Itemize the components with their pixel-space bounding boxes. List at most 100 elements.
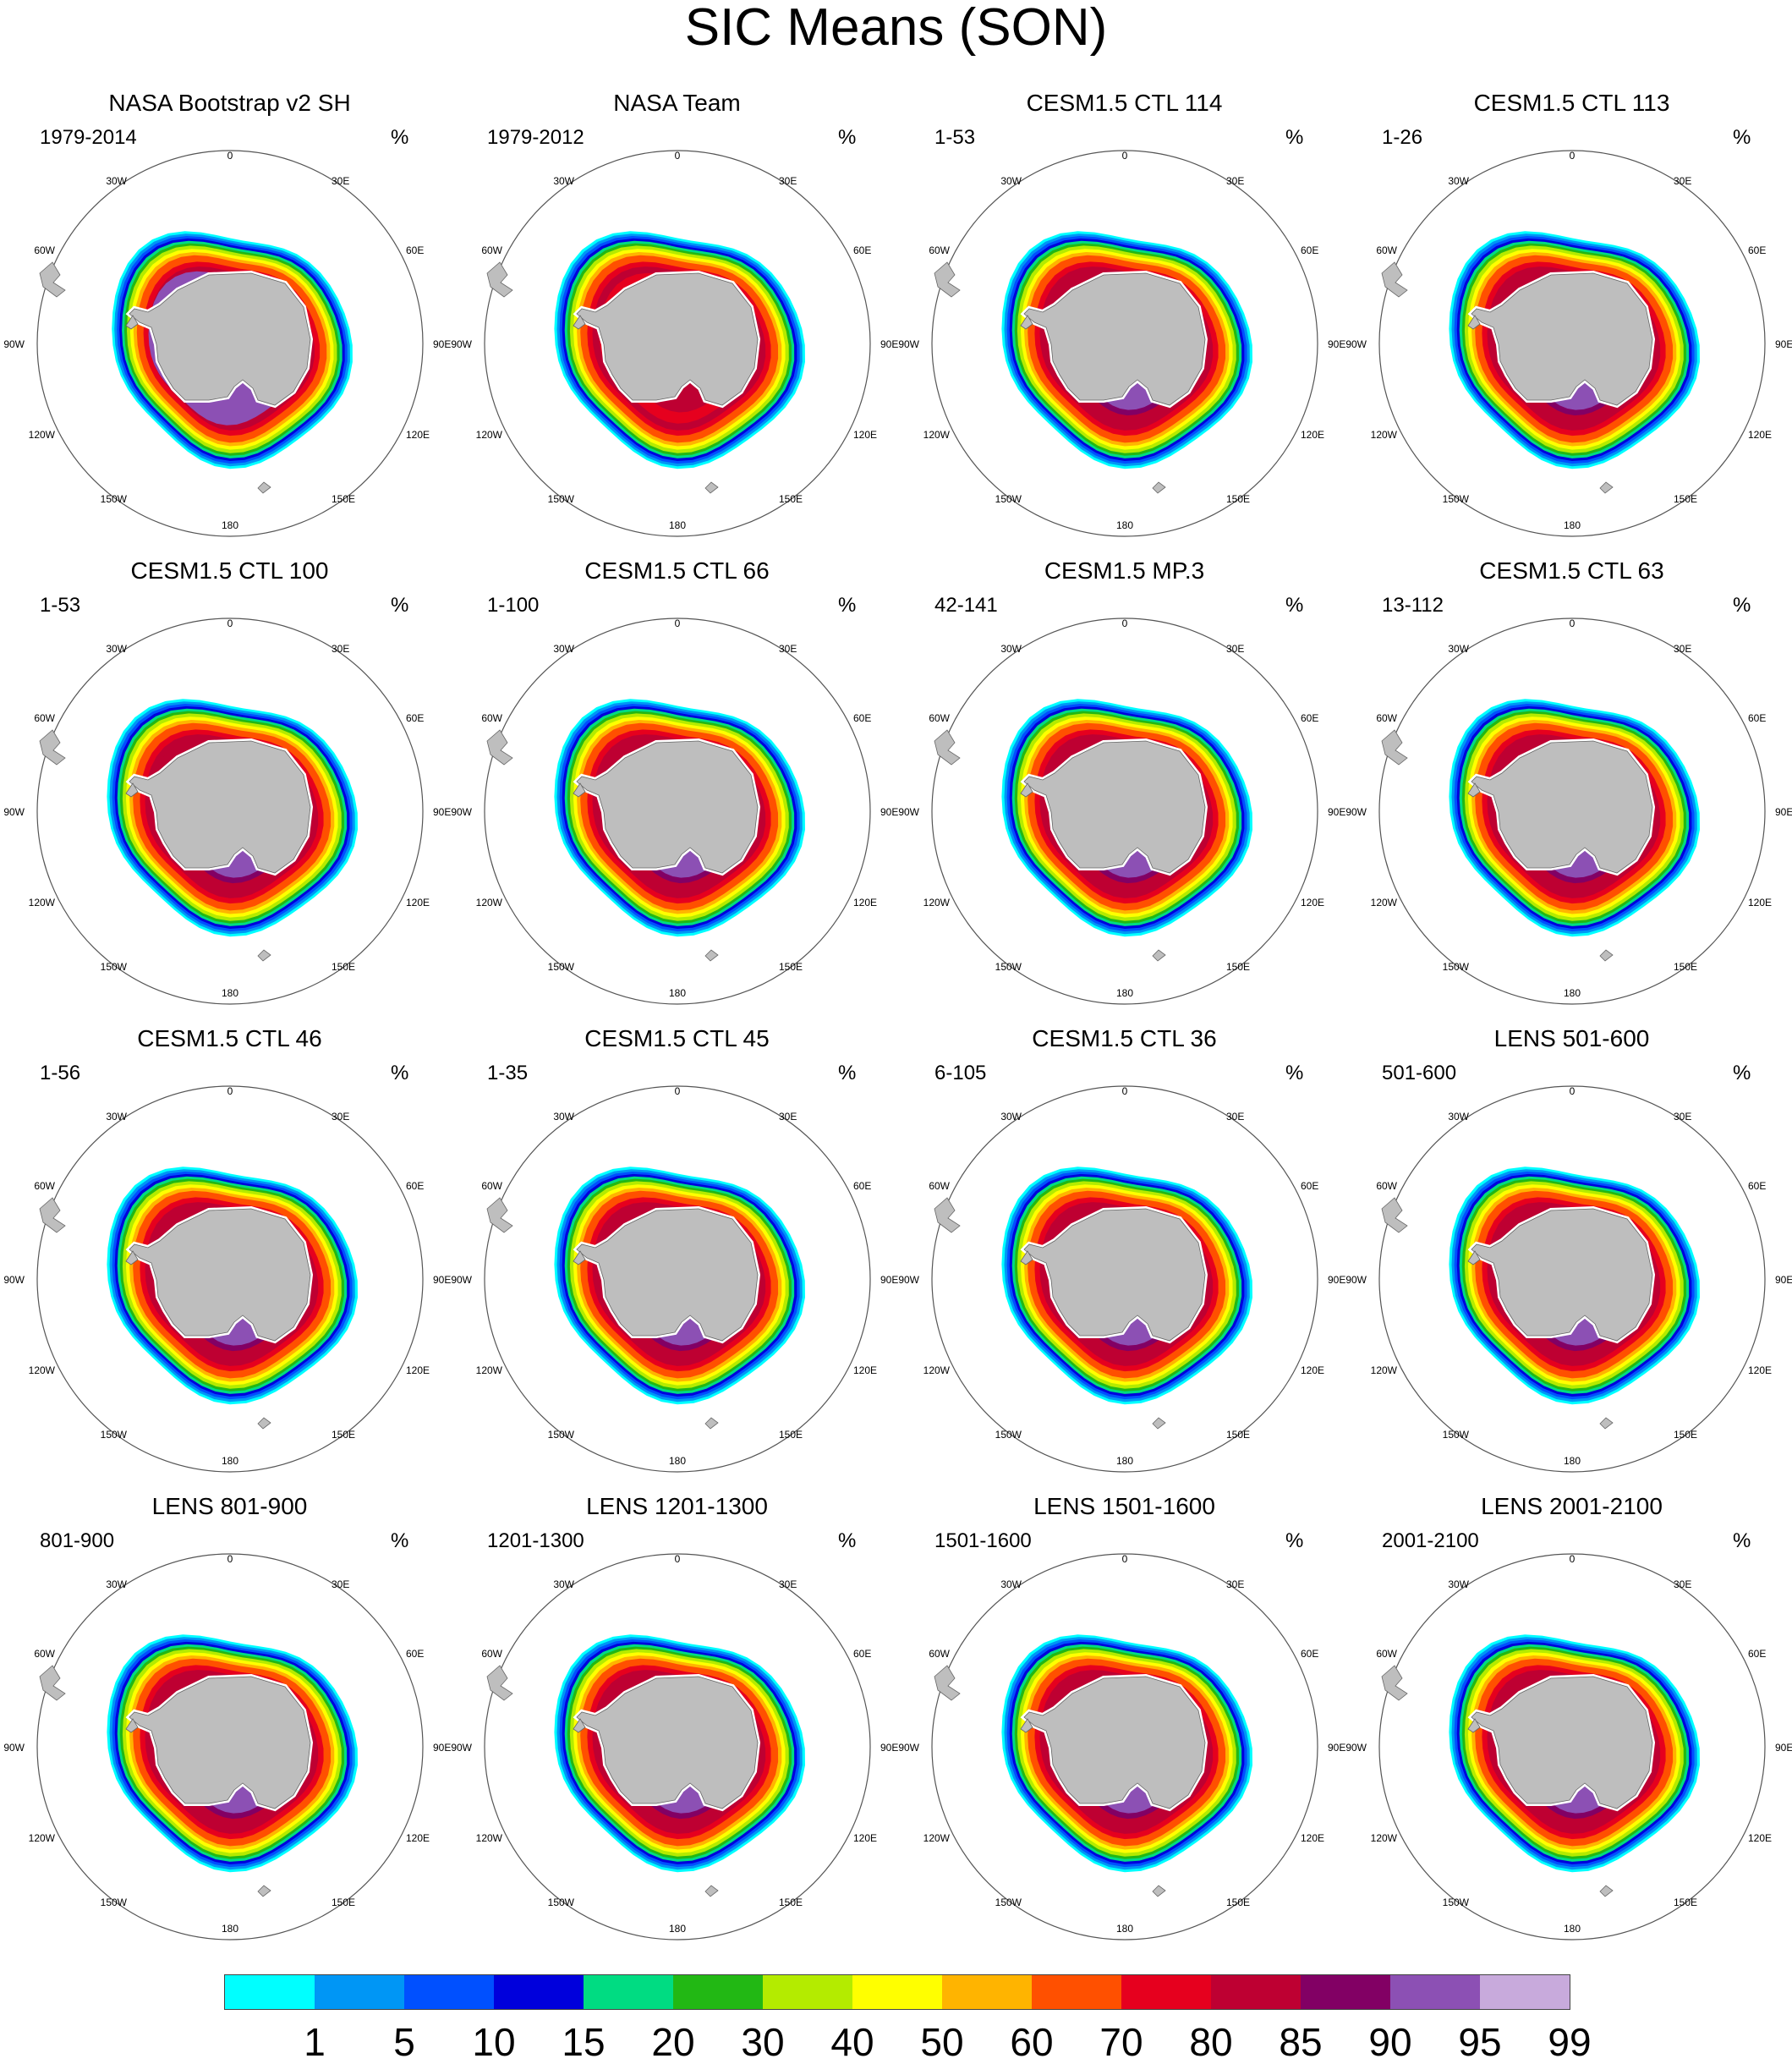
longitude-label: 90E [880, 1742, 898, 1754]
longitude-label: 90W [1345, 1742, 1367, 1754]
longitude-label: 150E [779, 1429, 803, 1441]
longitude-label: 30E [1226, 643, 1244, 655]
longitude-label: 180 [669, 519, 686, 531]
longitude-label: 60E [1301, 712, 1318, 724]
colorbar-swatch [404, 1975, 494, 2009]
longitude-label: 60W [481, 1648, 502, 1660]
panel-units: % [838, 1529, 857, 1552]
longitude-label: 90W [451, 1274, 472, 1286]
longitude-label: 60W [34, 244, 55, 256]
longitude-label: 150W [101, 1897, 128, 1908]
panel-units: % [391, 1529, 409, 1552]
longitude-label: 150E [1674, 961, 1697, 973]
panel-years: 13-112 [1382, 594, 1444, 617]
new-zealand [257, 949, 271, 962]
longitude-labels: 0 30E 60E 90E 120E 150E 180 150W 120W 90W 60W 30W [451, 1553, 898, 1935]
longitude-label: 150W [995, 1429, 1022, 1441]
panel-units: % [1733, 126, 1751, 149]
longitude-label: 180 [222, 1923, 238, 1935]
south-america [39, 1665, 66, 1701]
panel-units: % [391, 126, 409, 149]
colorbar-swatch [673, 1975, 763, 2009]
new-zealand [1599, 481, 1614, 494]
longitude-labels: 0 30E 60E 90E 120E 150E 180 150W 120W 90W 60W 30W [3, 618, 451, 999]
longitude-label: 90E [1775, 1274, 1792, 1286]
colorbar-swatch [1211, 1975, 1301, 2009]
longitude-labels: 0 30E 60E 90E 120E 150E 180 150W 120W 90W 60W 30W [898, 618, 1345, 999]
south-america [934, 1665, 961, 1701]
new-zealand [1152, 1885, 1166, 1897]
longitude-label: 150E [1674, 1897, 1697, 1908]
longitude-label: 0 [227, 1553, 233, 1565]
south-america [934, 1197, 961, 1233]
panel-years: 1-53 [934, 126, 976, 149]
colorbar-label: 90 [1368, 2020, 1412, 2064]
colorbar-label: 95 [1458, 2020, 1502, 2064]
colorbar-label: 10 [472, 2020, 516, 2064]
longitude-label: 60E [853, 1648, 871, 1660]
south-america [486, 1665, 513, 1701]
longitude-label: 120W [29, 1364, 56, 1376]
polar-map: 0 30E 60E 90E 120E 150E 180 150W 120W 90W 60W 30W [451, 618, 898, 1005]
longitude-label: 90W [1345, 806, 1367, 818]
new-zealand [257, 481, 271, 494]
map-panel: LENS 2001-2100 2001-2100% 0 30E 60E 90E 120E 15… [1345, 1492, 1792, 1962]
longitude-label: 150E [1226, 1897, 1250, 1908]
map-panel: CESM1.5 CTL 46 1-56% 0 30E 60E 90E 120E 150E 180… [3, 1024, 453, 1494]
longitude-label: 60W [1376, 712, 1397, 724]
colorbar-label: 99 [1548, 2020, 1592, 2064]
longitude-label: 30E [779, 1578, 797, 1590]
colorbar-swatch [225, 1975, 315, 2009]
longitude-label: 90W [3, 1274, 25, 1286]
longitude-label: 90W [1345, 338, 1367, 350]
longitude-label: 90E [433, 1274, 451, 1286]
panel-units: % [391, 1062, 409, 1084]
longitude-label: 120W [923, 1832, 951, 1844]
panel-title: CESM1.5 MP.3 [1044, 557, 1205, 584]
longitude-label: 180 [1564, 519, 1581, 531]
longitude-label: 150E [1674, 493, 1697, 505]
longitude-label: 120E [406, 897, 430, 908]
longitude-label: 150W [548, 1429, 575, 1441]
page-title: SIC Means (SON) [684, 0, 1108, 57]
panel-units: % [1733, 1529, 1751, 1552]
longitude-label: 0 [227, 150, 233, 162]
panel-years: 1501-1600 [934, 1529, 1032, 1552]
panel-title: NASA Team [613, 90, 741, 116]
land-mask [39, 729, 314, 962]
land-mask [934, 1197, 1208, 1430]
longitude-label: 150W [1443, 1897, 1470, 1908]
longitude-label: 30E [779, 175, 797, 187]
panel-years: 1-56 [40, 1062, 81, 1084]
colorbar-label: 1 [304, 2020, 326, 2064]
longitude-label: 60E [853, 1180, 871, 1192]
polar-map: 0 30E 60E 90E 120E 150E 180 150W 120W 90W 60W 30W [1345, 1553, 1792, 1940]
south-america [486, 729, 513, 766]
longitude-label: 60E [406, 1648, 424, 1660]
longitude-label: 0 [227, 1085, 233, 1097]
colorbar-swatches [224, 1974, 1570, 2010]
south-america [1381, 1197, 1408, 1233]
colorbar-label: 30 [741, 2020, 785, 2064]
longitude-label: 60W [929, 712, 950, 724]
land-mask [486, 1197, 761, 1430]
land-mask [934, 729, 1208, 962]
longitude-label: 150W [1443, 493, 1470, 505]
new-zealand [1599, 949, 1614, 962]
longitude-label: 120W [1371, 1364, 1398, 1376]
colorbar-swatch [942, 1975, 1032, 2009]
longitude-labels: 0 30E 60E 90E 120E 150E 180 150W 120W 90W 60W 30W [1345, 1553, 1792, 1935]
longitude-label: 180 [669, 1455, 686, 1467]
south-america [1381, 1665, 1408, 1701]
longitude-label: 30E [332, 1111, 349, 1123]
panel-title: LENS 1201-1300 [586, 1493, 768, 1519]
south-america [934, 261, 961, 298]
longitude-labels: 0 30E 60E 90E 120E 150E 180 150W 120W 90W 60W 30W [1345, 618, 1792, 999]
panel-years: 6-105 [934, 1062, 987, 1084]
longitude-label: 0 [1122, 1553, 1128, 1565]
panel-units: % [1285, 126, 1304, 149]
panel-title: CESM1.5 CTL 100 [130, 557, 329, 584]
polar-map: 0 30E 60E 90E 120E 150E 180 150W 120W 90W 60W 30W [3, 1085, 451, 1473]
longitude-label: 120E [853, 1832, 877, 1844]
colorbar-swatch [584, 1975, 673, 2009]
